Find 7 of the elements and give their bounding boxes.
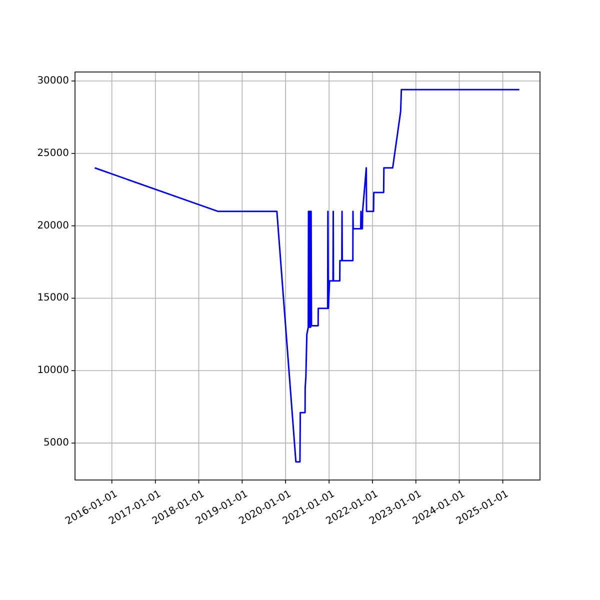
line-series (94, 88, 520, 463)
y-tick-label: 20000 (37, 220, 69, 232)
y-tick-label: 5000 (44, 438, 69, 449)
y-tick-label: 25000 (37, 148, 69, 159)
y-tick-label: 15000 (37, 292, 69, 304)
y-tick-label: 10000 (37, 365, 69, 376)
y-tick-label: 30000 (37, 75, 69, 86)
